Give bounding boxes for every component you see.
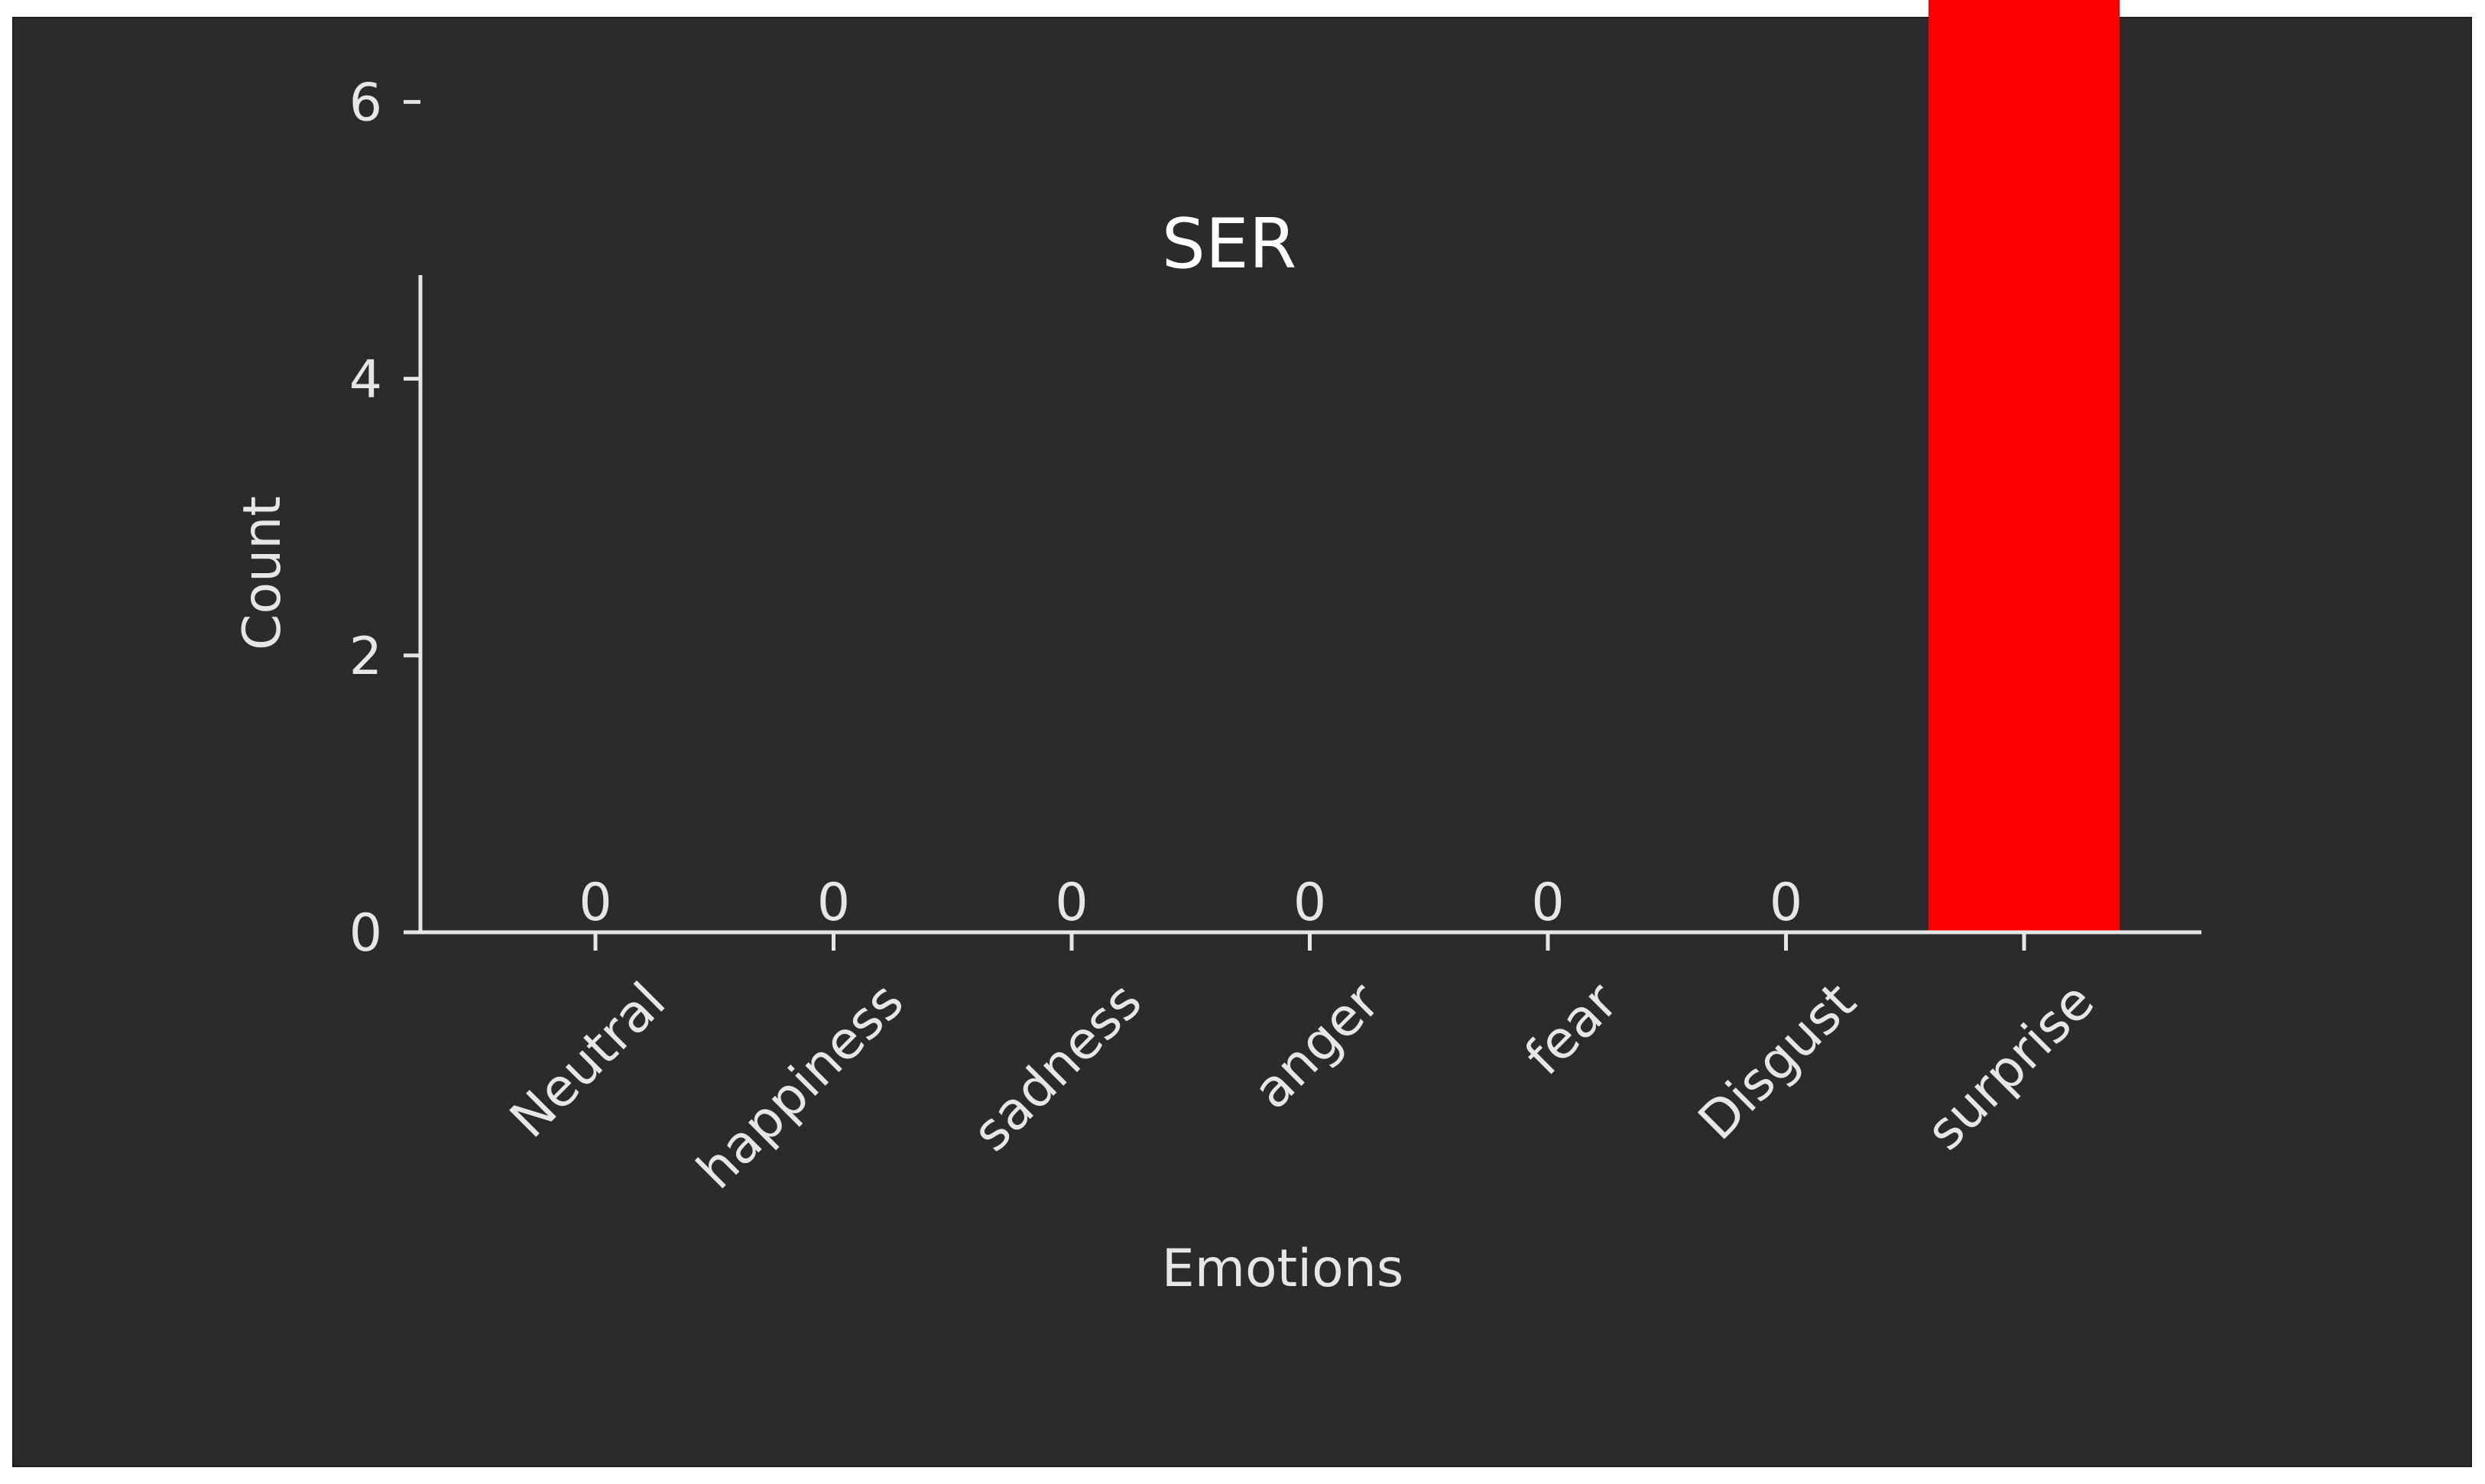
y-tick-label: 0 [349,903,382,964]
value-labels: 0000009 [579,873,1802,933]
value-label-neutral: 0 [579,873,612,933]
y-tick-label: 6 [349,73,382,133]
x-tick-label-surprise: surprise [1916,971,2106,1162]
y-tick-label: 4 [349,350,382,410]
x-tick-label-sadness: sadness [962,971,1153,1163]
x-tick-label-fear: fear [1513,971,1630,1087]
value-label-happiness: 0 [817,873,850,933]
y-tick-label: 2 [349,627,382,687]
chart-title: SER [1162,204,1297,284]
bars [1929,0,2120,933]
x-axis-ticks: Neutral happiness sadness anger fear Disgust s… [499,932,2106,1201]
bar-surprise [1929,0,2120,933]
x-tick-label-neutral: Neutral [499,971,677,1149]
x-tick-label-anger: anger [1242,971,1392,1121]
x-tick-label-disgust: Disgust [1687,971,1867,1152]
y-axis-label: Count [232,496,293,650]
y-axis-ticks: 02468 [349,73,420,964]
value-label-sadness: 0 [1055,873,1088,933]
x-tick-label-happiness: happiness [686,971,915,1200]
value-label-anger: 0 [1293,873,1326,933]
value-label-fear: 0 [1531,873,1564,933]
value-label-disgust: 0 [1770,873,1802,933]
x-axis-label: Emotions [1162,1239,1404,1299]
